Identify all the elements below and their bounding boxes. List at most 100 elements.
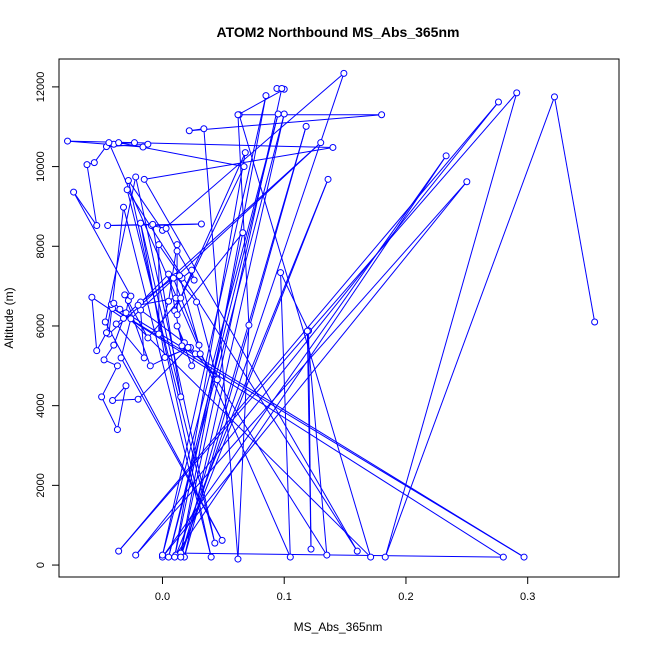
data-point: [110, 341, 118, 349]
data-point: [112, 320, 120, 328]
data-point: [340, 69, 348, 77]
data-point: [262, 92, 270, 100]
data-point: [161, 353, 169, 361]
data-point: [286, 553, 294, 561]
series-segment: [172, 277, 200, 346]
data-point: [177, 294, 185, 302]
data-point: [277, 269, 285, 277]
data-point: [176, 272, 184, 280]
series-segment: [112, 308, 504, 558]
data-point: [162, 224, 170, 232]
plot-frame: [58, 58, 620, 578]
series-segment: [162, 72, 345, 231]
series-segment: [180, 179, 329, 554]
series-segment: [176, 250, 195, 281]
data-point: [122, 309, 130, 317]
series-segment: [174, 152, 246, 312]
data-point: [149, 220, 157, 228]
x-tick-label: 0.1: [277, 591, 292, 603]
data-point: [190, 276, 198, 284]
data-point: [193, 298, 201, 306]
series-segment: [73, 191, 132, 297]
data-point: [146, 362, 154, 370]
data-point: [155, 241, 163, 249]
series-segment: [104, 321, 223, 541]
data-point: [178, 342, 186, 350]
series-segment: [126, 189, 358, 552]
data-point: [132, 173, 140, 181]
series-segment: [162, 155, 447, 558]
data-point: [207, 553, 215, 561]
data-point: [113, 362, 121, 370]
data-point: [171, 553, 179, 561]
series-segment: [174, 166, 245, 312]
series-segment: [119, 308, 372, 558]
series-segment: [199, 353, 328, 556]
series-segment: [126, 189, 216, 544]
data-point: [307, 545, 315, 553]
data-point: [353, 547, 361, 555]
series-segment: [101, 396, 118, 430]
data-point: [234, 111, 242, 119]
data-point: [102, 329, 110, 337]
data-point: [218, 536, 226, 544]
series-segment: [113, 318, 124, 346]
data-point: [93, 347, 101, 355]
data-point: [177, 393, 185, 401]
data-point: [123, 186, 131, 194]
data-point: [513, 89, 521, 97]
series-segment: [140, 277, 174, 303]
series-segment: [237, 114, 250, 326]
data-point: [177, 553, 185, 561]
series-segment: [161, 113, 279, 556]
data-point: [127, 292, 135, 300]
data-point: [134, 301, 142, 309]
data-point: [185, 127, 193, 135]
data-point: [105, 139, 113, 147]
series-segment: [180, 126, 307, 558]
data-point: [188, 266, 196, 274]
series-segment: [147, 297, 182, 339]
series-segment: [174, 232, 244, 558]
series-segment: [140, 223, 182, 398]
data-point: [520, 553, 528, 561]
series-segment: [118, 101, 499, 552]
series-segment: [104, 176, 137, 323]
data-point: [93, 222, 101, 230]
chart-title: ATOM2 Northbound MS_Abs_365nm: [217, 24, 460, 40]
data-point: [144, 334, 152, 342]
series-segment: [168, 113, 279, 558]
y-tick-label: 6000: [35, 314, 47, 338]
series-segment: [238, 114, 372, 558]
series-segment: [553, 96, 596, 323]
series-segment: [116, 385, 127, 430]
data-point: [278, 84, 286, 92]
data-point: [280, 110, 288, 118]
data-point: [274, 110, 282, 118]
data-point: [115, 547, 123, 555]
data-point: [184, 343, 192, 351]
series-segment: [180, 552, 504, 558]
series-segment: [280, 272, 291, 558]
data-point: [70, 188, 78, 196]
data-point: [140, 175, 148, 183]
data-point: [173, 247, 181, 255]
data-point: [239, 229, 247, 237]
y-axis-label: Altitude (m): [2, 287, 16, 348]
series-segment: [179, 275, 200, 346]
data-point: [104, 222, 112, 230]
data-point: [165, 270, 173, 278]
series-segment: [183, 113, 285, 558]
series-segment: [306, 331, 328, 556]
data-point: [130, 139, 138, 147]
series-segment: [108, 142, 291, 558]
data-point: [165, 297, 173, 305]
data-point: [110, 299, 118, 307]
data-point: [134, 395, 142, 403]
data-point: [241, 149, 249, 157]
y-tick-label: 12000: [35, 72, 47, 103]
data-point: [591, 318, 599, 326]
series-segment: [135, 181, 468, 556]
x-tick-label: 0.2: [398, 591, 413, 603]
